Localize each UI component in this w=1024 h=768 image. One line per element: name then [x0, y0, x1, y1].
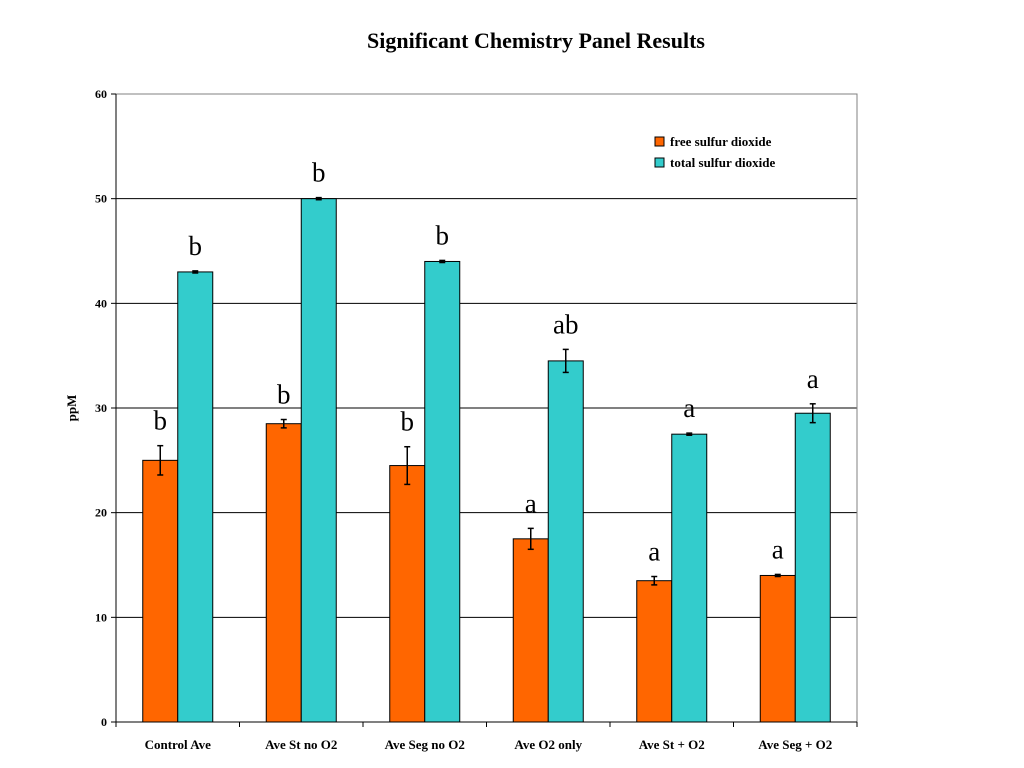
- error-bar: [651, 575, 658, 586]
- significance-label: a: [648, 537, 660, 567]
- error-bar: [192, 270, 199, 274]
- error-bar: [439, 259, 446, 264]
- error-bar: [809, 403, 816, 424]
- significance-label: b: [436, 220, 450, 250]
- significance-label: b: [189, 231, 203, 261]
- significance-label: b: [401, 407, 415, 437]
- error-bar: [280, 418, 287, 429]
- error-bar: [404, 445, 411, 486]
- y-tick-label: 20: [95, 506, 107, 520]
- x-tick-label: Ave Seg + O2: [758, 737, 832, 752]
- legend-swatch: [654, 136, 665, 147]
- error-bar: [157, 444, 164, 476]
- significance-label: b: [154, 406, 168, 436]
- bar-free-so2: [142, 459, 179, 723]
- bar-free-so2: [636, 580, 673, 723]
- legend: free sulfur dioxide total sulfur dioxide: [654, 134, 775, 170]
- bar-total-so2: [794, 412, 831, 723]
- legend-label: total sulfur dioxide: [670, 155, 775, 170]
- error-bar: [315, 196, 322, 201]
- x-tick-label: Control Ave: [145, 737, 212, 752]
- legend-swatch: [654, 157, 665, 168]
- x-tick-label: Ave O2 only: [514, 737, 582, 752]
- significance-label: b: [277, 380, 291, 410]
- error-bar: [527, 527, 534, 551]
- chart-title: Significant Chemistry Panel Results: [367, 28, 705, 53]
- significance-label: ab: [553, 309, 578, 339]
- y-tick-label: 10: [95, 610, 107, 624]
- gridlines: [116, 93, 857, 618]
- bar-total-so2: [547, 360, 584, 723]
- x-tick-label: Ave Seg no O2: [385, 737, 465, 752]
- error-bar: [562, 348, 569, 374]
- significance-label: a: [772, 534, 784, 564]
- y-tick-label: 0: [101, 715, 107, 729]
- legend-label: free sulfur dioxide: [670, 134, 772, 149]
- y-tick-label: 30: [95, 401, 107, 415]
- y-tick-label: 40: [95, 296, 107, 310]
- bar-total-so2: [424, 260, 461, 723]
- significance-label: a: [525, 488, 537, 518]
- bar-free-so2: [759, 574, 796, 723]
- significance-label: a: [683, 393, 695, 423]
- significance-label: b: [312, 158, 326, 188]
- bars: b b b b b b a ab a a a a: [142, 158, 831, 723]
- y-tick-label: 50: [95, 192, 107, 206]
- error-bar: [774, 573, 781, 578]
- y-axis-label: ppM: [64, 395, 79, 422]
- y-tick-label: 60: [95, 87, 107, 101]
- bar-total-so2: [177, 271, 214, 723]
- significance-label: a: [807, 364, 819, 394]
- axes: 0 10 20 30 40 50 60 Control Ave Ave St no O2 Ave …: [95, 87, 858, 752]
- bar-total-so2: [300, 198, 337, 723]
- x-tick-label: Ave St no O2: [265, 737, 337, 752]
- bar-free-so2: [389, 465, 426, 723]
- x-tick-label: Ave St + O2: [639, 737, 705, 752]
- error-bar: [686, 432, 693, 436]
- bar-free-so2: [512, 538, 549, 723]
- bar-free-so2: [265, 423, 302, 723]
- bar-total-so2: [671, 433, 708, 723]
